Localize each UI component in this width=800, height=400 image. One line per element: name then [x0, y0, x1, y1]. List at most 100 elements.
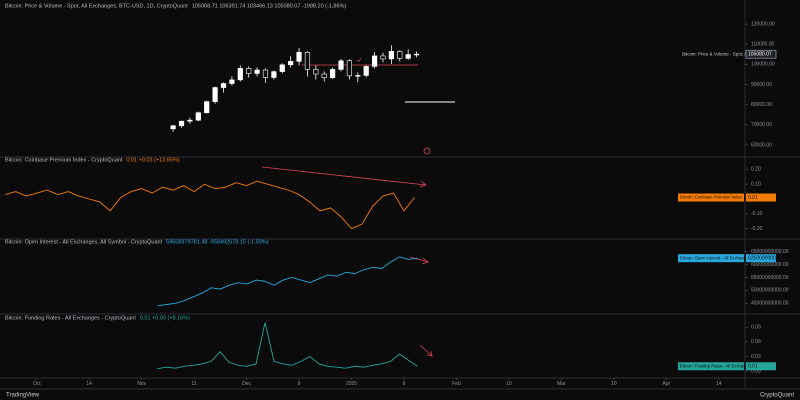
value-box [745, 49, 777, 59]
candle-body [313, 69, 319, 75]
x-tick-label: 6 [403, 381, 406, 387]
annotation-arrow [419, 344, 433, 357]
annotation-arrowhead [421, 257, 429, 265]
x-tick-label: Nov [137, 381, 146, 387]
candle-body [229, 79, 235, 84]
pane-title: Bitcoin: Open Interest - All Exchanges, … [5, 239, 163, 245]
y-tick-label: 0.09 [751, 325, 761, 331]
value-label: 0.01 [748, 364, 758, 370]
candle-body [288, 61, 294, 66]
candle-body [355, 75, 361, 77]
y-tick-label: 45000000000.00 [751, 301, 789, 307]
footer-right: CryptoQuant [760, 393, 794, 399]
y-tick-label: 0.20 [751, 167, 761, 173]
series-line [157, 256, 418, 307]
annotation-arrow [409, 256, 429, 263]
pane-stats: 59508979781.48 -958492678.15 (-1.59%) [166, 239, 269, 245]
candle-body [338, 60, 344, 70]
x-tick-label: Oct [33, 381, 41, 387]
series-label: Bitcoin: Funding Rates - All Exchanges [680, 363, 752, 368]
y-tick-label: -0.20 [751, 226, 763, 232]
pane-title: Bitcoin: Price & Volume - Spot, All Exch… [5, 3, 188, 9]
candle-body [262, 69, 269, 78]
candle-body [170, 125, 176, 130]
x-tick-label: 14 [86, 381, 92, 387]
x-tick-label: 9 [298, 381, 301, 387]
annotation-check [356, 58, 362, 63]
value-box [746, 254, 776, 263]
x-tick-label: 10 [506, 381, 512, 387]
pane-title: Bitcoin: Coinbase Premium Index - Crypto… [5, 157, 123, 163]
candle-body [246, 68, 252, 74]
candle-body [271, 71, 277, 78]
annotation-arrow [261, 166, 427, 186]
candle-body [187, 119, 193, 122]
x-tick-label: Apr [662, 381, 670, 387]
value-label: 62500000000 [748, 256, 779, 262]
candle-body [279, 64, 285, 72]
x-tick-label: 2025 [346, 381, 357, 387]
footer-left: TradingView [6, 393, 40, 399]
y-tick-label: 60000.00 [751, 142, 772, 148]
pane-stats: 0.01 +0.00 (+8.16%) [140, 315, 190, 321]
candle-body [204, 101, 210, 114]
pane-stats: 105068.71 106391.74 103466.13 105080.07 … [192, 3, 347, 9]
annotation-arrowhead [419, 180, 427, 188]
series-label-box [678, 254, 744, 263]
pane-stats: 0.01 +0.03 (+13.66%) [126, 157, 179, 163]
series-line [5, 180, 415, 230]
y-tick-label: 70000.00 [751, 122, 772, 128]
candle-body [237, 68, 243, 81]
candle-body [371, 55, 378, 67]
series-label: Bitcoin: Coinbase Premium Index [680, 195, 743, 200]
series-label-box [678, 193, 744, 202]
candle-body [220, 83, 227, 88]
series-label-box [678, 362, 744, 371]
series-label: Bitcoin: Open Interest - All Exchanges [680, 255, 750, 260]
y-tick-label: 110000.00 [751, 42, 774, 48]
x-tick-label: 10 [611, 381, 617, 387]
candle-body [330, 69, 336, 78]
y-tick-label: 0.03 [751, 354, 761, 360]
candle-body [346, 60, 353, 77]
candle-body [397, 50, 403, 59]
x-tick-label: 11 [192, 381, 197, 387]
annotation-circle [423, 147, 431, 155]
y-tick-label: 50000000000.00 [751, 288, 789, 294]
candle-body [380, 55, 386, 60]
candle-body [254, 69, 260, 74]
annotation-arrowhead [426, 350, 433, 357]
y-tick-label: 0.10 [751, 182, 761, 188]
x-tick-label: Dec [242, 381, 251, 387]
y-tick-label: 0.06 [751, 339, 761, 345]
x-tick-label: Feb [452, 381, 461, 387]
y-tick-label: 120000.00 [751, 21, 775, 27]
candle-body [388, 50, 394, 60]
candle-body [413, 53, 420, 56]
series-line [157, 322, 418, 370]
y-tick-label: 65000000000.00 [751, 249, 789, 255]
value-label: 0.01 [748, 195, 758, 201]
y-tick-label: 80000.00 [751, 102, 772, 108]
y-tick-label: 60000000000.00 [751, 262, 789, 268]
series-label: Bitcoin: Price & Volume - Spot, All E... [682, 51, 757, 56]
candle-body [321, 73, 327, 78]
y-tick-label: 55000000000.00 [751, 275, 789, 281]
candle-body [363, 66, 369, 76]
y-tick-label: 90000.00 [751, 82, 772, 88]
x-tick-label: Mar [557, 381, 566, 387]
pane-title: Bitcoin: Funding Rates - All Exchanges -… [5, 315, 136, 321]
y-tick-label: 100000.00 [751, 62, 775, 68]
candle-body [304, 52, 311, 70]
value-label: 105080.07 [748, 51, 772, 57]
y-tick-label: 0.00 [751, 368, 761, 374]
candle-body [296, 52, 302, 62]
candle-body [212, 87, 218, 102]
x-tick-label: 14 [716, 381, 722, 387]
y-tick-label: -0.10 [751, 211, 763, 217]
value-box [746, 193, 776, 202]
candle-body [178, 120, 185, 127]
